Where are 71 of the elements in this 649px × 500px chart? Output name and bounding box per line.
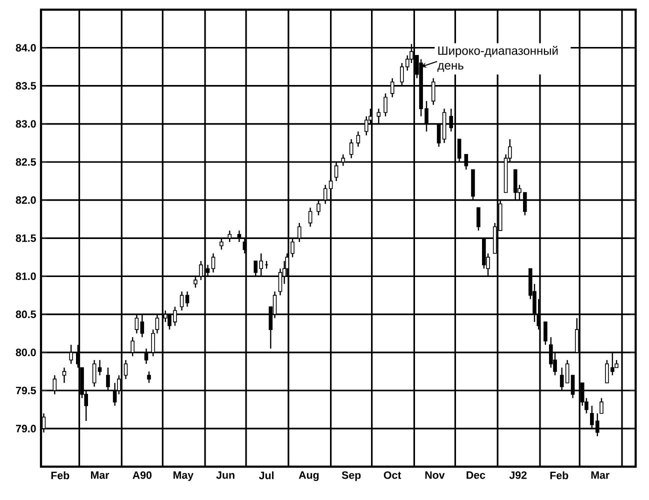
x-tick-label: Aug xyxy=(298,471,319,481)
y-tick-label: 83.0 xyxy=(16,120,36,128)
candlestick xyxy=(112,382,117,406)
x-tick-label: J92 xyxy=(509,471,527,479)
candlestick xyxy=(390,78,394,98)
candlestick xyxy=(106,367,110,392)
candlestick xyxy=(376,108,381,125)
x-tick-label: Jun xyxy=(216,471,234,479)
x-tick-label: Oct xyxy=(384,471,402,479)
y-tick-label: 82.0 xyxy=(16,196,36,204)
candlestick xyxy=(228,230,232,243)
candlestick xyxy=(570,374,575,399)
candlestick xyxy=(69,344,73,364)
x-tick-label: Feb xyxy=(550,471,568,480)
candlestick xyxy=(185,290,190,308)
x-tick-label: A90 xyxy=(132,471,152,479)
annotation: Широко-диапазонный день xyxy=(437,46,558,72)
x-tick-label: Nov xyxy=(425,471,445,479)
candlestick xyxy=(92,359,96,388)
candlestick xyxy=(237,230,242,243)
y-tick-label: 81.0 xyxy=(16,272,36,280)
x-tick-label: Jul xyxy=(259,471,274,480)
candlestick xyxy=(242,238,247,254)
candlestick xyxy=(199,260,203,281)
candlestick xyxy=(436,123,441,148)
candlestick xyxy=(147,370,151,384)
y-tick-label: 79.0 xyxy=(16,424,36,432)
candlestick xyxy=(356,130,360,148)
candlestick xyxy=(211,252,216,274)
candlestick xyxy=(62,367,66,384)
candlestick xyxy=(341,154,346,166)
x-tick-label: Mar xyxy=(591,471,610,479)
candlestick xyxy=(384,92,388,117)
candlestick xyxy=(349,138,354,159)
candlestick xyxy=(220,238,224,250)
x-tick-label: Sep xyxy=(342,471,361,482)
candlestick xyxy=(574,318,579,354)
candlestick xyxy=(457,138,462,163)
candlestick xyxy=(431,78,436,106)
x-tick-label: Mar xyxy=(91,471,110,479)
x-tick-label: Dec xyxy=(466,471,486,479)
y-tick-label: 79.5 xyxy=(16,386,36,394)
y-tick-label: 80.0 xyxy=(16,348,36,356)
y-tick-label: 82.5 xyxy=(16,158,36,166)
candlestick xyxy=(544,321,548,346)
candlestick xyxy=(334,161,338,182)
candlestick xyxy=(140,314,144,338)
y-tick-label: 84.0 xyxy=(16,44,36,52)
candlestick xyxy=(52,374,57,395)
candlestick xyxy=(297,222,302,243)
candlestick xyxy=(180,290,184,312)
y-tick-label: 80.5 xyxy=(16,310,36,318)
candlestick xyxy=(124,359,128,380)
x-tick-label: Feb xyxy=(51,471,70,480)
y-tick-label: 83.5 xyxy=(16,82,36,90)
candlestick xyxy=(464,154,468,170)
candlestick xyxy=(308,207,312,228)
candlestick xyxy=(134,314,139,334)
candlestick xyxy=(144,348,148,364)
candlestick xyxy=(98,359,102,376)
candlestick xyxy=(194,276,198,288)
candlestick xyxy=(164,310,168,323)
candlestick xyxy=(206,264,210,277)
candlestick xyxy=(130,336,134,357)
candlestick xyxy=(476,207,480,232)
candlestick xyxy=(316,199,320,216)
candlestick xyxy=(449,108,454,132)
candlestick xyxy=(290,238,294,258)
x-tick-label: May xyxy=(174,471,194,481)
y-tick-label: 81.5 xyxy=(16,234,36,242)
candlestick xyxy=(513,169,518,201)
